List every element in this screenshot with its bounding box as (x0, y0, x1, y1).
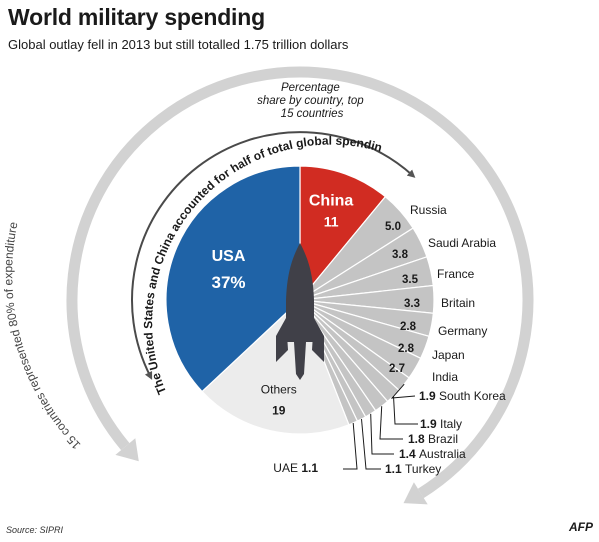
slice-label-brazil: 1.8 Brazil (408, 432, 458, 446)
leader-australia (370, 413, 394, 455)
label-others: Others (261, 383, 297, 397)
label-britain: Britain (441, 296, 475, 310)
value-saudi-arabia: 3.8 (392, 249, 409, 261)
label-germany: Germany (438, 324, 487, 338)
label-japan: Japan (432, 348, 465, 362)
leader-uae (343, 422, 358, 470)
value-britain: 3.3 (404, 298, 420, 310)
label-australia: Australia (419, 447, 466, 461)
chart-note: Percentage share by country, top 15 coun… (257, 82, 367, 120)
label-china: China (309, 192, 354, 209)
outer-arrow (66, 66, 534, 505)
page-title: World military spending (8, 4, 265, 30)
value-italy: 1.9 (420, 417, 440, 431)
label-turkey: Turkey (405, 462, 441, 476)
value-germany: 2.8 (400, 321, 417, 333)
leader-lines (343, 383, 418, 470)
value-france: 3.5 (402, 274, 419, 286)
value-others: 19 (272, 404, 286, 418)
value-south-korea: 1.9 (419, 389, 439, 403)
rocket-icon (276, 243, 324, 380)
label-usa: USA (212, 248, 246, 265)
value-turkey: 1.1 (385, 462, 405, 476)
label-india: India (432, 370, 458, 384)
value-brazil: 1.8 (408, 432, 428, 446)
label-russia: Russia (410, 203, 447, 217)
slice-label-uae: UAE 1.1 (273, 461, 318, 475)
leader-turkey (361, 418, 381, 470)
label-brazil: Brazil (428, 432, 458, 446)
slice-usa (165, 165, 301, 393)
agency-logo: AFP (569, 520, 593, 534)
slice-label-italy: 1.9 Italy (420, 417, 462, 431)
value-usa: 37% (211, 273, 245, 292)
page-subtitle: Global outlay fell in 2013 but still tot… (8, 37, 349, 52)
value-australia: 1.4 (399, 447, 419, 461)
value-uae: 1.1 (301, 461, 318, 475)
label-south-korea: South Korea (439, 389, 506, 403)
value-china: 11 (324, 213, 339, 229)
leader-south-korea (390, 383, 416, 399)
source-note: Source: SIPRI (6, 525, 64, 535)
label-italy: Italy (440, 417, 462, 431)
value-russia: 5.0 (385, 221, 401, 233)
leader-italy (393, 395, 418, 425)
slice-label-australia: 1.4 Australia (399, 447, 466, 461)
slice-labels: China 11 Russia 5.0 Saudi Arabia 3.8 France 3.5… (211, 192, 506, 476)
slice-label-turkey: 1.1 Turkey (385, 462, 441, 476)
leader-brazil (379, 406, 403, 440)
inner-arrow (131, 131, 416, 380)
slice-china (299, 165, 387, 302)
label-uae: UAE (273, 461, 301, 475)
label-saudi-arabia: Saudi Arabia (428, 236, 496, 250)
slice-label-south-korea: 1.9 South Korea (419, 389, 506, 403)
value-india: 2.7 (389, 363, 405, 375)
value-japan: 2.8 (398, 343, 415, 355)
label-france: France (437, 267, 475, 281)
